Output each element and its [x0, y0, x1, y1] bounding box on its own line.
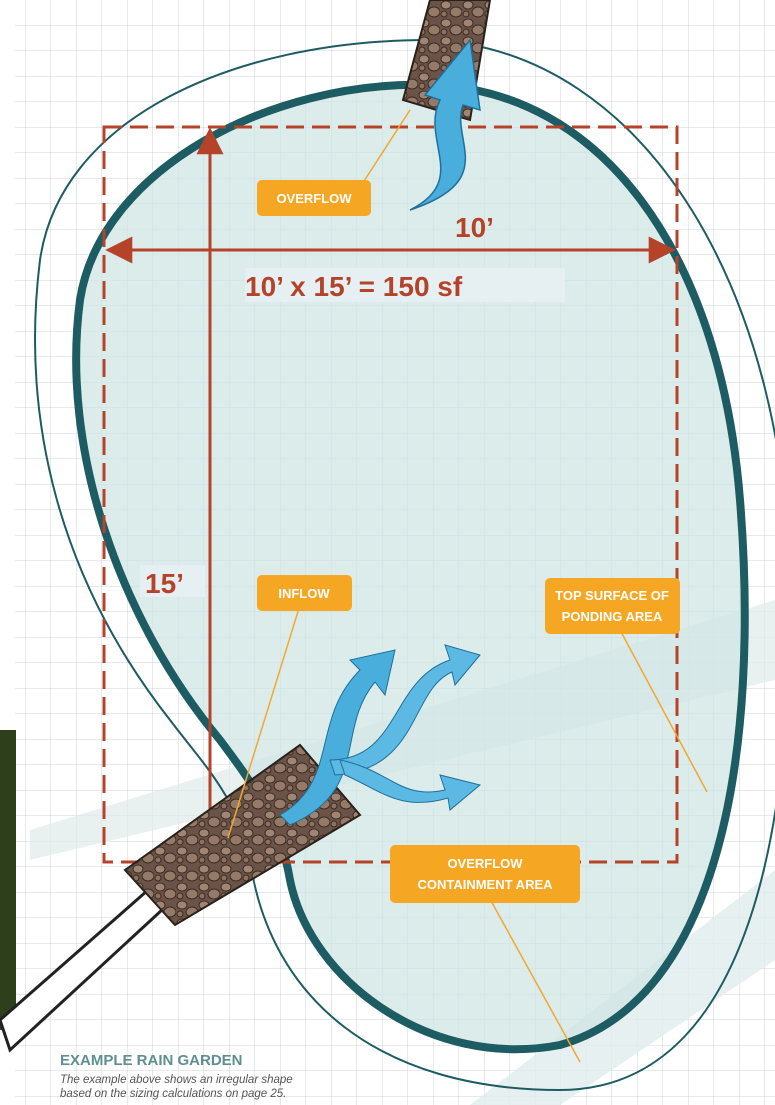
- area-formula: 10’ x 15’ = 150 sf: [245, 271, 463, 302]
- label: PONDING AREA: [562, 609, 663, 624]
- width-label: 10’: [455, 212, 494, 243]
- label: TOP SURFACE OF: [555, 588, 669, 603]
- caption-title: EXAMPLE RAIN GARDEN: [60, 1052, 243, 1069]
- label: OVERFLOW: [276, 191, 352, 206]
- caption-text: The example above shows an irregular sha…: [60, 1074, 293, 1086]
- rain-garden-diagram: OVERFLOW INFLOW TOP SURFACE OF PONDING A…: [0, 0, 775, 1105]
- label: CONTAINMENT AREA: [417, 877, 553, 892]
- label: OVERFLOW: [447, 856, 523, 871]
- photo-edge: [0, 730, 16, 1030]
- length-label: 15’: [145, 568, 184, 599]
- caption-text: based on the sizing calculations on page…: [60, 1088, 286, 1100]
- label: INFLOW: [278, 586, 330, 601]
